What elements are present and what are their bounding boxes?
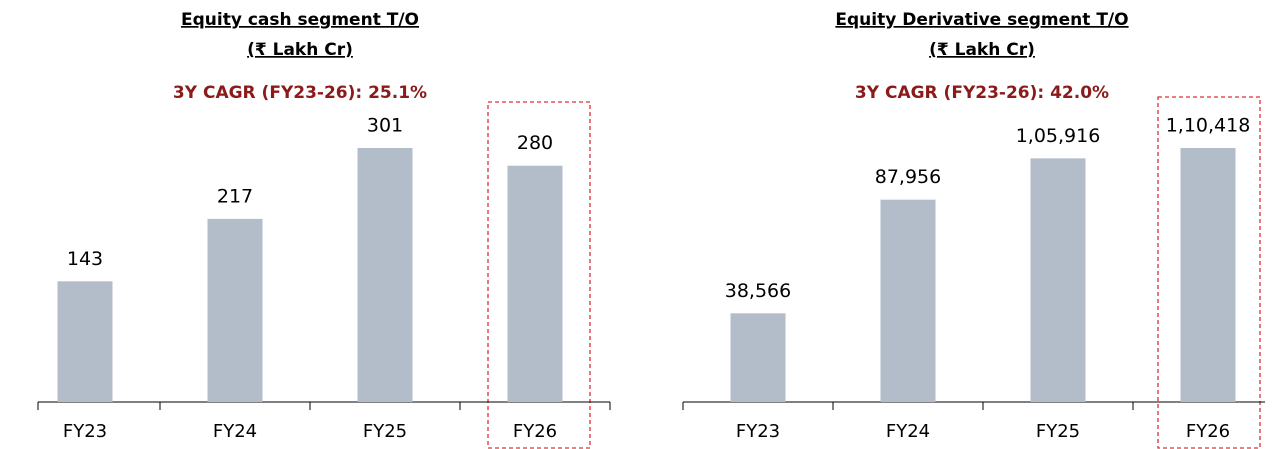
- bar: [357, 148, 413, 402]
- x-tick-label: FY26: [513, 421, 557, 442]
- x-tick-label: FY25: [1036, 421, 1080, 442]
- annotation: 3Y CAGR (FY23-26): 42.0%: [855, 83, 1109, 103]
- bar: [880, 199, 936, 402]
- chart-subtitle: (₹ Lakh Cr): [929, 40, 1035, 60]
- x-tick-label: FY25: [363, 421, 407, 442]
- data-label: 38,566: [725, 280, 791, 302]
- annotation: 3Y CAGR (FY23-26): 25.1%: [173, 83, 427, 103]
- x-tick-label: FY24: [213, 421, 257, 442]
- data-label: 143: [67, 248, 103, 270]
- bar: [207, 218, 263, 402]
- chart-subtitle: (₹ Lakh Cr): [247, 40, 353, 60]
- highlight-box: [487, 101, 591, 449]
- bar: [1180, 148, 1236, 402]
- chart-title: Equity Derivative segment T/O: [835, 10, 1128, 30]
- x-tick-label: FY26: [1186, 421, 1230, 442]
- data-label: 1,05,916: [1016, 125, 1101, 147]
- highlight-box: [1157, 96, 1261, 449]
- data-label: 217: [217, 185, 253, 207]
- data-label: 1,10,418: [1166, 115, 1251, 137]
- bar: [507, 165, 563, 402]
- data-label: 301: [367, 115, 403, 137]
- chart-title: Equity cash segment T/O: [181, 10, 419, 30]
- data-label: 87,956: [875, 166, 941, 188]
- x-tick-label: FY23: [63, 421, 107, 442]
- data-label: 280: [517, 132, 553, 154]
- x-tick-label: FY24: [886, 421, 930, 442]
- x-tick-label: FY23: [736, 421, 780, 442]
- bar: [730, 313, 786, 402]
- bar: [57, 281, 113, 402]
- bar: [1030, 158, 1086, 402]
